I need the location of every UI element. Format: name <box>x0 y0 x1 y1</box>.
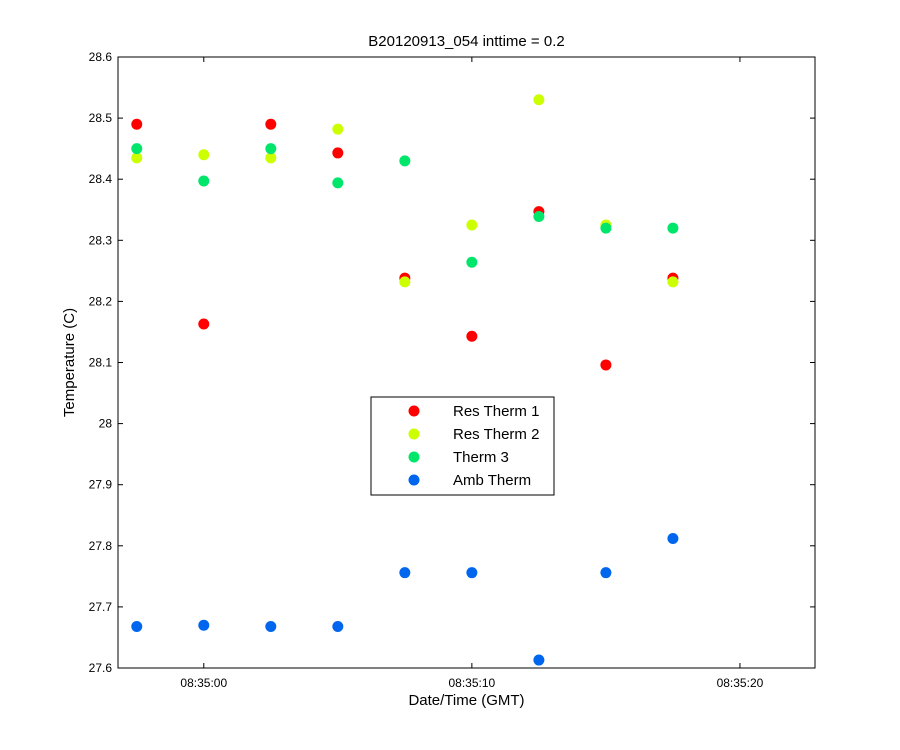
data-point <box>466 330 478 342</box>
legend-entry-label: Amb Therm <box>453 472 531 489</box>
y-tick-label: 28 <box>99 417 113 431</box>
data-point <box>198 175 210 187</box>
y-tick-label: 28.6 <box>89 50 113 64</box>
legend-box <box>370 396 555 496</box>
data-point <box>265 620 277 632</box>
y-tick-label: 28.2 <box>89 294 113 308</box>
data-point <box>600 222 612 234</box>
data-point <box>332 147 344 159</box>
legend-marker <box>408 474 420 486</box>
data-point <box>466 256 478 268</box>
y-tick-label: 28.1 <box>89 356 113 370</box>
legend-entry-label: Res Therm 2 <box>453 426 539 443</box>
data-point <box>131 118 143 130</box>
y-tick-label: 27.9 <box>89 478 113 492</box>
x-tick-label: 08:35:10 <box>449 676 496 690</box>
legend-entry-label: Therm 3 <box>453 449 509 466</box>
data-point <box>131 143 143 155</box>
data-point <box>533 654 545 666</box>
chart-title: B20120913_054 inttime = 0.2 <box>368 33 564 50</box>
x-tick-label: 08:35:00 <box>180 676 227 690</box>
y-axis-label: Temperature (C) <box>61 308 78 417</box>
y-tick-label: 27.8 <box>89 539 113 553</box>
data-point <box>667 276 679 288</box>
data-point <box>399 155 411 167</box>
data-point <box>131 620 143 632</box>
data-point <box>332 620 344 632</box>
x-axis-label: Date/Time (GMT) <box>408 692 524 709</box>
data-point <box>533 94 545 106</box>
data-point <box>332 123 344 135</box>
data-point <box>198 318 210 330</box>
y-tick-label: 28.4 <box>89 172 113 186</box>
data-point <box>600 567 612 579</box>
data-point <box>533 210 545 222</box>
legend-marker <box>408 451 420 463</box>
y-tick-label: 27.6 <box>89 661 113 675</box>
data-point <box>198 619 210 631</box>
data-point <box>265 143 277 155</box>
data-point <box>265 118 277 130</box>
x-tick-label: 08:35:20 <box>717 676 764 690</box>
y-tick-label: 28.3 <box>89 233 113 247</box>
legend-entry-label: Res Therm 1 <box>453 403 539 420</box>
legend-marker <box>408 428 420 440</box>
data-point <box>399 276 411 288</box>
legend-marker <box>408 405 420 417</box>
data-point <box>265 152 277 164</box>
data-point <box>667 222 679 234</box>
data-point <box>332 177 344 189</box>
data-point <box>399 567 411 579</box>
y-tick-label: 28.5 <box>89 111 113 125</box>
data-point <box>600 359 612 371</box>
data-point <box>466 219 478 231</box>
data-point <box>667 532 679 544</box>
y-tick-label: 27.7 <box>89 600 113 614</box>
data-point <box>131 152 143 164</box>
data-point <box>198 149 210 161</box>
data-point <box>466 567 478 579</box>
legend: Res Therm 1 Res Therm 2 Therm 3 Amb Therm <box>370 396 555 496</box>
plot-area: 27.6 27.7 27.8 27.9 28 28.1 28.2 28.3 28.4 28.5 28… <box>89 50 816 690</box>
